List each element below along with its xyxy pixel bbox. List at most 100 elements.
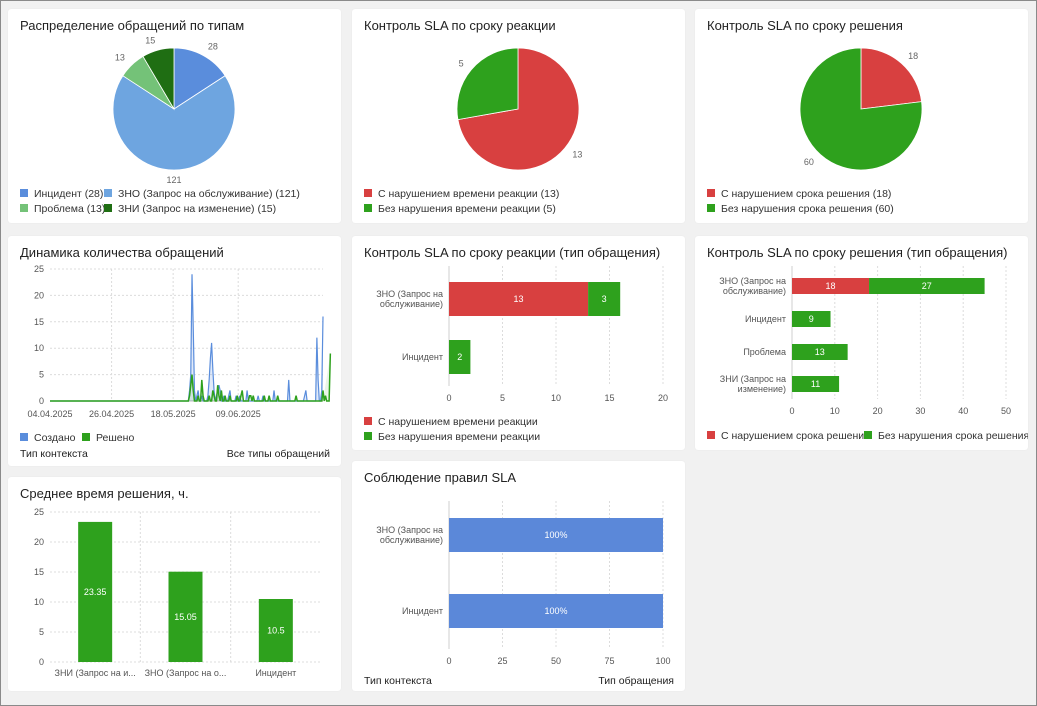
legend-label: С нарушением времени реакции (13) [378, 188, 560, 200]
legend-swatch [707, 204, 715, 212]
legend-swatch [82, 433, 90, 441]
legend-item[interactable]: Решено [82, 432, 134, 444]
y-tick-label: 20 [34, 537, 44, 547]
legend-item[interactable]: Инцидент (28) [20, 188, 103, 200]
legend-item[interactable]: С нарушением срока решения (18) [707, 188, 891, 200]
x-tick-label: 40 [958, 406, 968, 416]
card-sla-reaction: Контроль SLA по сроку реакции 13 5 С нару… [352, 9, 685, 223]
slice-value-label: 15 [145, 36, 155, 46]
chart-legend: С нарушением времени реакции (13) Без нар… [364, 188, 684, 222]
legend-swatch [364, 417, 372, 425]
bar [78, 521, 113, 662]
y-tick-label: 25 [34, 507, 44, 517]
pie-slice [456, 47, 519, 121]
x-tick-label: 100 [655, 656, 670, 666]
legend-item[interactable]: Без нарушения срока решения (60) [707, 203, 894, 215]
x-tick-label: 15 [604, 393, 614, 403]
category-label: Инцидент [402, 606, 443, 616]
chart-legend: С нарушением срока решения (18) Без наруш… [707, 188, 1027, 222]
chart-legend: Инцидент (28) ЗНО (Запрос на обслуживание… [20, 188, 340, 222]
card-distribution: Распределение обращений по типам 28 121 13… [8, 9, 341, 223]
pie-slice [457, 47, 580, 171]
bar-value-label: 2 [457, 352, 462, 362]
bar-value-label: 23.35 [84, 587, 107, 597]
legend-swatch [864, 431, 872, 439]
bar-value-label: 9 [809, 314, 814, 324]
legend-label: С нарушением срока решения [721, 430, 870, 442]
legend-label: ЗНО (Запрос на обслуживание) (121) [118, 188, 300, 200]
legend-label: Без нарушения срока решения (60) [721, 203, 894, 215]
legend-swatch [364, 432, 372, 440]
legend-item[interactable]: С нарушением времени реакции (13) [364, 188, 559, 200]
slice-value-label: 121 [166, 175, 181, 185]
legend-item[interactable]: Без нарушения срока решения [864, 430, 1028, 442]
slice-value-label: 28 [208, 42, 218, 52]
bar-value-label: 13 [815, 347, 825, 357]
request-types-filter[interactable]: Все типы обращений [226, 448, 330, 460]
legend-item[interactable]: Без нарушения времени реакции (5) [364, 203, 556, 215]
dynamics-line-chart[interactable]: 0 5 10 15 20 25 04.04.2025 26.04.2025 18.05.2025… [8, 236, 341, 466]
pie-slice [799, 47, 923, 171]
x-tick-label: 20 [658, 393, 668, 403]
legend-swatch [104, 189, 112, 197]
x-tick-label: 20 [873, 406, 883, 416]
slice-value-label: 13 [115, 53, 125, 63]
distribution-pie-chart[interactable]: 28 121 13 15 [8, 9, 341, 223]
legend-swatch [20, 433, 28, 441]
y-tick-label: 10 [34, 343, 44, 353]
y-tick-label: 15 [34, 317, 44, 327]
legend-swatch [104, 204, 112, 212]
category-label: обслуживание) [380, 535, 443, 545]
x-tick-label: ЗНИ (Запрос на и... [55, 668, 136, 678]
y-tick-label: 5 [39, 627, 44, 637]
chart-legend: С нарушением срока решения Без нарушения … [707, 430, 1028, 444]
bar-value-label: 18 [826, 281, 836, 291]
x-tick-label: 26.04.2025 [89, 409, 134, 419]
x-tick-label: 75 [604, 656, 614, 666]
card-title: Динамика количества обращений [20, 245, 224, 260]
legend-item[interactable]: Без нарушения времени реакции [364, 431, 540, 443]
y-tick-label: 10 [34, 597, 44, 607]
bar-value-label: 11 [811, 379, 820, 389]
legend-item[interactable]: ЗНИ (Запрос на изменение) (15) [104, 203, 276, 215]
card-title: Среднее время решения, ч. [20, 486, 189, 501]
category-label: обслуживание) [723, 286, 786, 296]
y-tick-label: 15 [34, 567, 44, 577]
card-sla-solution: Контроль SLA по сроку решения 18 60 С нар… [695, 9, 1028, 223]
x-tick-label: 50 [551, 656, 561, 666]
x-tick-label: 0 [446, 656, 451, 666]
legend-label: Создано [34, 432, 76, 444]
sla-reaction-pie-chart[interactable]: 13 5 [352, 9, 685, 223]
bar-segment [869, 278, 985, 294]
legend-item[interactable]: С нарушением времени реакции [364, 416, 538, 428]
card-title: Соблюдение правил SLA [364, 470, 517, 485]
legend-swatch [364, 204, 372, 212]
legend-item[interactable]: Проблема (13) [20, 203, 105, 215]
pie-slice [112, 75, 236, 171]
legend-label: Без нарушения времени реакции (5) [378, 203, 556, 215]
y-tick-label: 20 [34, 290, 44, 300]
x-tick-label: 0 [789, 406, 794, 416]
card-sla-compliance: Соблюдение правил SLA 0 25 50 75 100 ЗНО (Зап… [352, 461, 685, 691]
slice-value-label: 60 [804, 157, 814, 167]
legend-item[interactable]: ЗНО (Запрос на обслуживание) (121) [104, 188, 300, 200]
average-time-bar-chart[interactable]: 0 5 10 15 20 25 23.35 ЗНИ (Запрос на и... 15.05 З… [8, 477, 341, 691]
bar-value-label: 100% [544, 606, 567, 616]
card-title: Контроль SLA по сроку решения [707, 18, 903, 33]
category-label: ЗНИ (Запрос на [720, 374, 786, 384]
bar [449, 518, 663, 552]
legend-item[interactable]: Создано [20, 432, 76, 444]
bar-value-label: 100% [544, 530, 567, 540]
x-tick-label: 10 [551, 393, 561, 403]
legend-item[interactable]: С нарушением срока решения [707, 430, 870, 442]
series-line [50, 353, 332, 402]
bar-value-label: 27 [922, 281, 932, 291]
x-tick-label: 50 [1001, 406, 1011, 416]
legend-swatch [20, 189, 28, 197]
category-label: Проблема [743, 347, 786, 357]
